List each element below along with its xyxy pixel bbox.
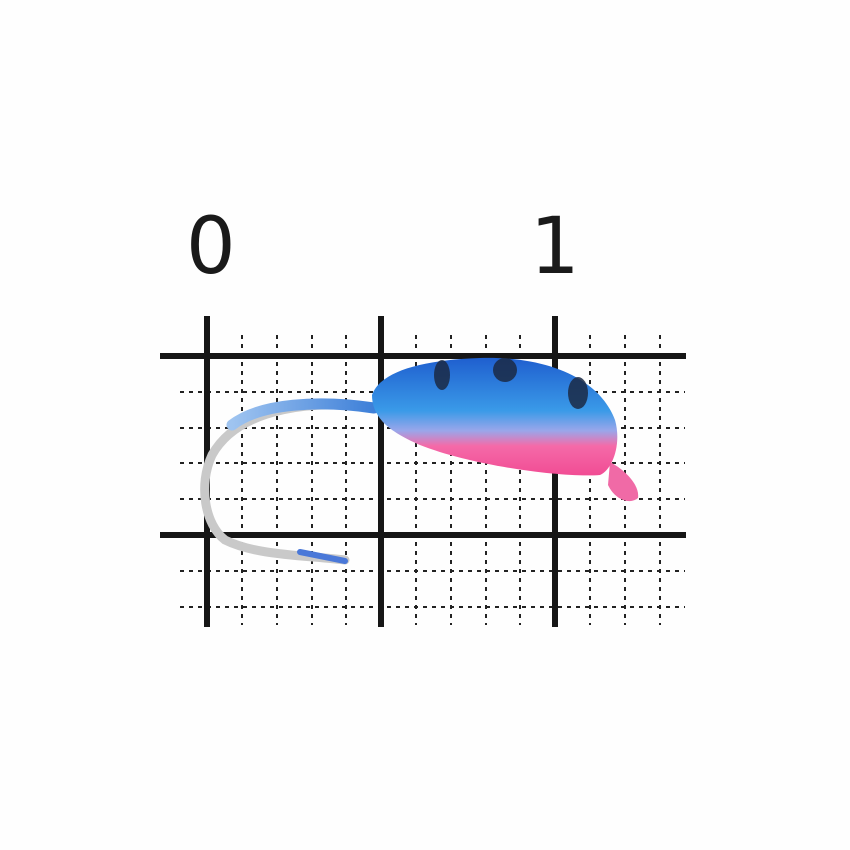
scale-label-0: 0: [186, 202, 236, 292]
scale-label-1: 1: [530, 202, 580, 292]
jig-stripes: [434, 358, 588, 409]
jig-body: [372, 357, 618, 476]
major-grid: [160, 316, 686, 627]
jig-tail: [608, 462, 639, 502]
